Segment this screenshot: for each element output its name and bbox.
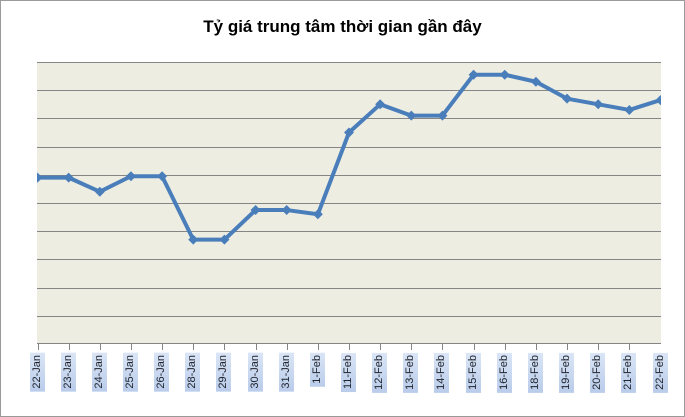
x-axis-label: 24-Jan: [91, 353, 107, 392]
x-axis-label: 31-Jan: [278, 353, 294, 392]
x-axis-label: 19-Feb: [559, 353, 575, 393]
data-point-marker: [468, 69, 479, 80]
x-axis-label: 16-Feb: [496, 353, 512, 393]
data-point-marker: [281, 205, 292, 216]
data-point-marker: [188, 234, 199, 245]
x-axis-label: 25-Jan: [122, 353, 138, 392]
data-point-marker: [562, 93, 573, 104]
data-point-marker: [655, 95, 661, 106]
data-point-marker: [499, 69, 510, 80]
x-axis-label: 20-Feb: [590, 353, 606, 393]
x-axis-label: 11-Feb: [341, 353, 356, 393]
data-point-marker: [94, 186, 105, 197]
data-point-marker: [593, 99, 604, 110]
data-point-marker: [344, 127, 354, 138]
data-point-marker: [437, 110, 448, 121]
data-point-marker: [530, 76, 541, 87]
x-axis-label: 15-Feb: [465, 353, 481, 393]
chart-title: Tỷ giá trung tâm thời gian gần đây: [203, 17, 482, 36]
x-axis-label: 28-Jan: [185, 353, 201, 392]
x-axis-label: 22-Jan: [29, 353, 45, 392]
data-point-marker: [125, 171, 136, 182]
x-axis-label: 26-Jan: [154, 353, 170, 392]
x-axis-label: 30-Jan: [247, 353, 263, 392]
x-axis-label: 21-Feb: [621, 353, 637, 393]
data-point-marker: [63, 172, 74, 183]
data-point-marker: [157, 171, 168, 182]
data-point-marker: [406, 110, 417, 121]
x-axis-label: 1-Feb: [309, 353, 325, 387]
line-chart: [37, 62, 661, 350]
x-axis-label: 23-Jan: [60, 353, 76, 392]
data-point-marker: [37, 172, 43, 183]
x-axis-label: 22-Feb: [652, 353, 668, 393]
data-point-marker: [375, 99, 386, 110]
x-axis-label: 13-Feb: [403, 353, 419, 393]
x-axis-label: 14-Feb: [434, 353, 450, 393]
data-point-marker: [624, 104, 635, 115]
data-point-marker: [250, 205, 261, 216]
data-point-marker: [219, 234, 230, 245]
x-axis-label: 18-Feb: [527, 353, 543, 393]
data-point-marker: [312, 209, 323, 220]
x-axis-label: 29-Jan: [216, 353, 232, 392]
x-axis-label: 12-Feb: [372, 353, 388, 393]
